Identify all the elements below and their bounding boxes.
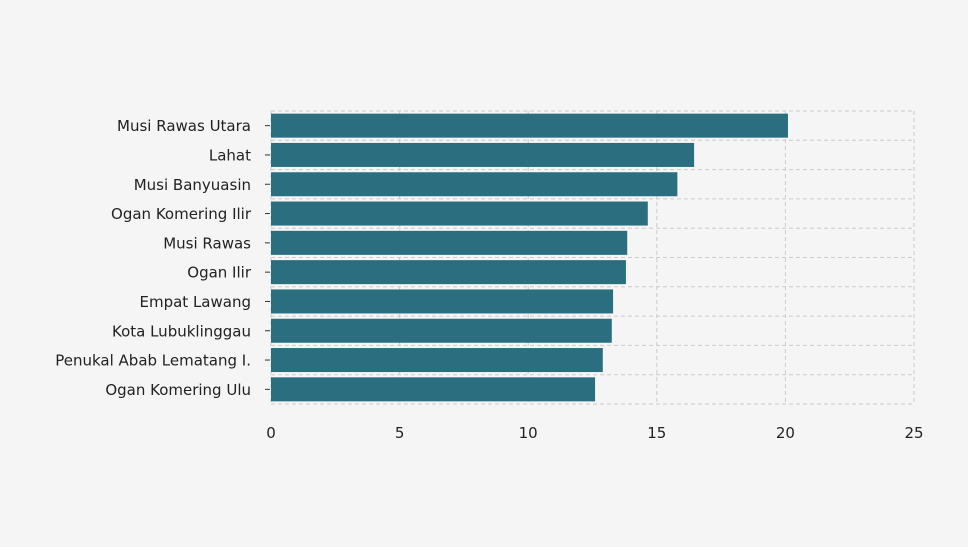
bar-4	[271, 230, 628, 255]
x-tick-label-4: 20	[776, 424, 795, 442]
grid-lines	[270, 110, 915, 405]
y-tick-label-5: Ogan Ilir	[187, 264, 252, 282]
bar-3	[271, 201, 648, 226]
x-tick-label-1: 5	[395, 424, 405, 442]
bar-0	[271, 113, 788, 138]
bar-8	[271, 348, 603, 373]
x-tick-label-3: 15	[647, 424, 666, 442]
x-tick-label-5: 25	[904, 424, 923, 442]
y-tick-label-4: Musi Rawas	[163, 234, 251, 252]
y-tick-label-1: Lahat	[209, 146, 251, 164]
y-tick-label-6: Empat Lawang	[140, 293, 252, 311]
y-tick-label-0: Musi Rawas Utara	[117, 117, 251, 135]
y-tick-label-2: Musi Banyuasin	[134, 176, 251, 194]
bar-5	[271, 260, 626, 285]
bar-1	[271, 142, 695, 167]
y-tick-label-8: Penukal Abab Lematang I.	[55, 352, 251, 370]
bar-7	[271, 318, 612, 343]
x-tick-label-0: 0	[266, 424, 276, 442]
y-tick-label-9: Ogan Komering Ulu	[105, 381, 251, 399]
y-tick-label-3: Ogan Komering Ilir	[111, 205, 252, 223]
x-tick-label-2: 10	[519, 424, 538, 442]
bar-2	[271, 172, 678, 197]
axes: Musi Rawas Utara Lahat Musi Banyuasin Ogan …	[55, 117, 923, 442]
bar-9	[271, 377, 596, 402]
bar-6	[271, 289, 614, 314]
y-tick-label-7: Kota Lubuklinggau	[112, 322, 251, 340]
bars	[271, 113, 788, 402]
